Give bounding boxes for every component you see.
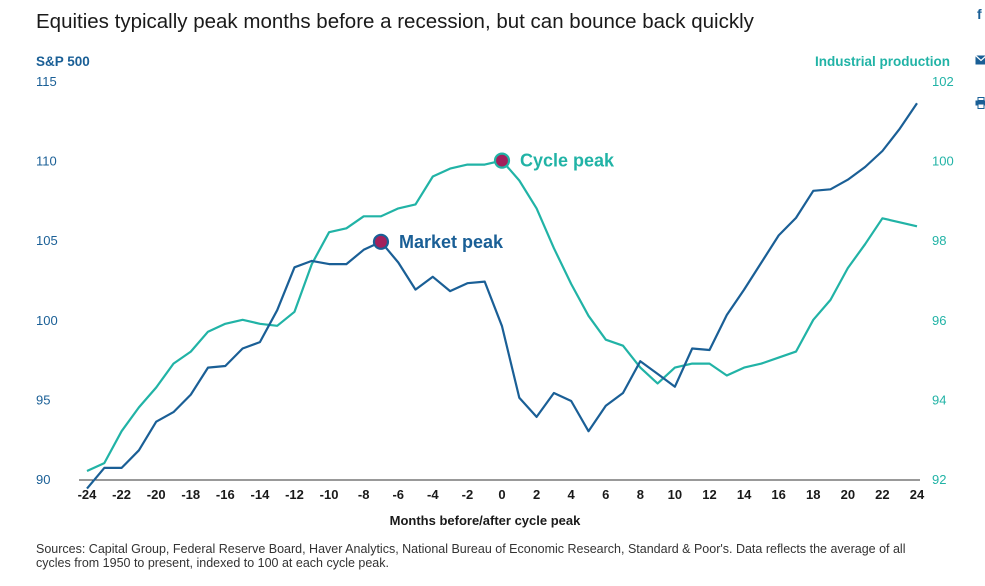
x-tick-label: 12 xyxy=(702,487,716,502)
x-tick-label: 22 xyxy=(875,487,889,502)
x-tick-label: -16 xyxy=(216,487,235,502)
left-tick-label: 100 xyxy=(36,313,58,328)
left-tick-label: 90 xyxy=(36,472,50,487)
x-tick-label: 2 xyxy=(533,487,540,502)
right-tick-label: 94 xyxy=(932,392,946,407)
market-peak-label: Market peak xyxy=(399,232,504,252)
x-tick-label: 0 xyxy=(498,487,505,502)
x-tick-label: 10 xyxy=(668,487,682,502)
right-tick-label: 102 xyxy=(932,74,954,89)
x-tick-label: 8 xyxy=(637,487,644,502)
x-tick-label: -6 xyxy=(392,487,404,502)
left-tick-label: 105 xyxy=(36,233,58,248)
x-tick-label: 4 xyxy=(568,487,576,502)
x-tick-label: -20 xyxy=(147,487,166,502)
chart-title: Equities typically peak months before a … xyxy=(36,10,754,33)
cycle-peak-label: Cycle peak xyxy=(520,151,615,171)
market-peak-marker xyxy=(372,233,390,250)
right-tick-label: 98 xyxy=(932,233,946,248)
x-tick-label: 16 xyxy=(771,487,785,502)
x-tick-label: -22 xyxy=(112,487,131,502)
x-tick-label: -10 xyxy=(320,487,339,502)
right-tick-label: 92 xyxy=(932,472,946,487)
cycle-peak-marker xyxy=(493,152,511,169)
x-tick-label: -8 xyxy=(358,487,370,502)
x-tick-label: -2 xyxy=(462,487,474,502)
x-tick-label: 18 xyxy=(806,487,820,502)
right-tick-label: 100 xyxy=(932,154,954,169)
x-axis-title: Months before/after cycle peak xyxy=(390,513,581,528)
x-tick-label: 20 xyxy=(841,487,855,502)
x-tick-label: -24 xyxy=(78,487,98,502)
facebook-share-icon[interactable]: f xyxy=(977,6,982,22)
left-tick-label: 95 xyxy=(36,392,50,407)
x-tick-label: -4 xyxy=(427,487,439,502)
source-note: Sources: Capital Group, Federal Reserve … xyxy=(36,542,906,570)
print-icon[interactable] xyxy=(975,96,985,110)
x-tick-label: -12 xyxy=(285,487,304,502)
industrial-production-series-line xyxy=(86,159,918,473)
right-tick-label: 96 xyxy=(932,313,946,328)
left-tick-label: 115 xyxy=(36,74,57,89)
x-tick-label: 24 xyxy=(910,487,925,502)
x-tick-label: -14 xyxy=(251,487,271,502)
x-tick-label: -18 xyxy=(181,487,200,502)
left-axis-label: S&P 500 xyxy=(36,54,90,69)
left-tick-label: 110 xyxy=(36,154,57,169)
x-tick-label: 6 xyxy=(602,487,609,502)
x-tick-label: 14 xyxy=(737,487,752,502)
right-axis-label: Industrial production xyxy=(815,54,950,69)
sp500-series-line xyxy=(86,102,918,490)
